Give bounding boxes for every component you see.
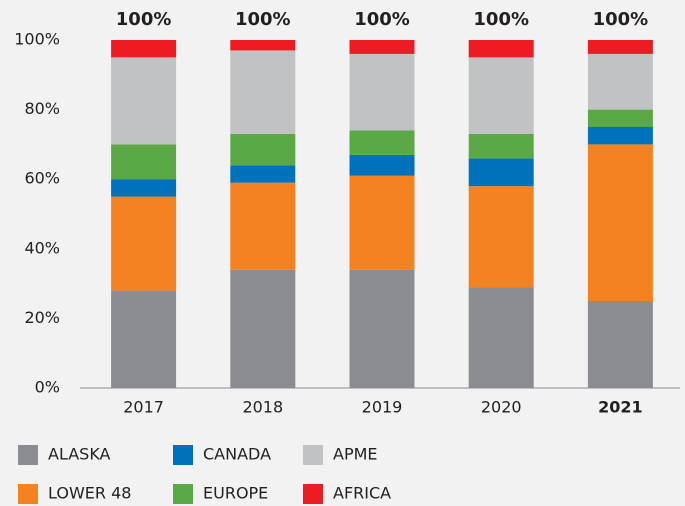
bar-segment	[111, 40, 177, 58]
bar-segment	[587, 109, 653, 127]
legend-swatch	[18, 445, 38, 465]
bar-segment	[468, 40, 534, 58]
bar-segment	[587, 53, 653, 110]
bar-segment	[349, 154, 415, 176]
bar-segment	[111, 57, 177, 145]
legend-label: EUROPE	[203, 484, 268, 503]
x-tick-label: 2020	[481, 398, 522, 417]
bar-segment	[468, 158, 534, 187]
x-tick-label: 2017	[123, 398, 164, 417]
bar-segment	[230, 269, 296, 388]
bar-segment	[111, 179, 177, 197]
y-tick-label: 40%	[24, 238, 60, 257]
total-label: 100%	[593, 9, 649, 30]
legend-label: AFRICA	[333, 484, 391, 503]
x-tick-label: 2021	[598, 398, 643, 417]
legend-label: ALASKA	[48, 445, 111, 464]
bar-segment	[349, 269, 415, 388]
legend-swatch	[303, 484, 323, 504]
bar-segment	[349, 40, 415, 54]
bar-segment	[230, 40, 296, 51]
y-tick-label: 100%	[14, 30, 60, 49]
y-tick-label: 0%	[35, 378, 60, 397]
bar-segment	[230, 182, 296, 270]
bar-segment	[111, 196, 177, 291]
total-label: 100%	[354, 9, 410, 30]
bar-segment	[468, 186, 534, 288]
bar-segment	[587, 144, 653, 301]
bar-segment	[230, 50, 296, 134]
bar-segment	[349, 130, 415, 155]
bar-segment	[111, 290, 177, 388]
legend-label: LOWER 48	[48, 484, 131, 503]
bar-segment	[349, 53, 415, 131]
bar-segment	[349, 175, 415, 270]
total-label: 100%	[116, 9, 172, 30]
legend-label: CANADA	[203, 445, 271, 464]
x-tick-label: 2019	[362, 398, 403, 417]
bar-segment	[468, 287, 534, 388]
legend-swatch	[173, 484, 193, 504]
bar-segment	[587, 40, 653, 54]
total-label: 100%	[473, 9, 529, 30]
bar-segment	[230, 133, 296, 166]
bar-segment	[587, 127, 653, 145]
bar-segment	[230, 165, 296, 183]
bar-segment	[468, 57, 534, 134]
legend-swatch	[173, 445, 193, 465]
bar-segment	[587, 301, 653, 388]
y-tick-label: 80%	[24, 99, 60, 118]
y-tick-label: 60%	[24, 169, 60, 188]
legend-swatch	[18, 484, 38, 504]
bar-segment	[111, 144, 177, 180]
legend-swatch	[303, 445, 323, 465]
y-tick-label: 20%	[24, 308, 60, 327]
bar-segment	[468, 133, 534, 159]
legend-label: APME	[333, 445, 378, 464]
x-tick-label: 2018	[242, 398, 283, 417]
total-label: 100%	[235, 9, 291, 30]
